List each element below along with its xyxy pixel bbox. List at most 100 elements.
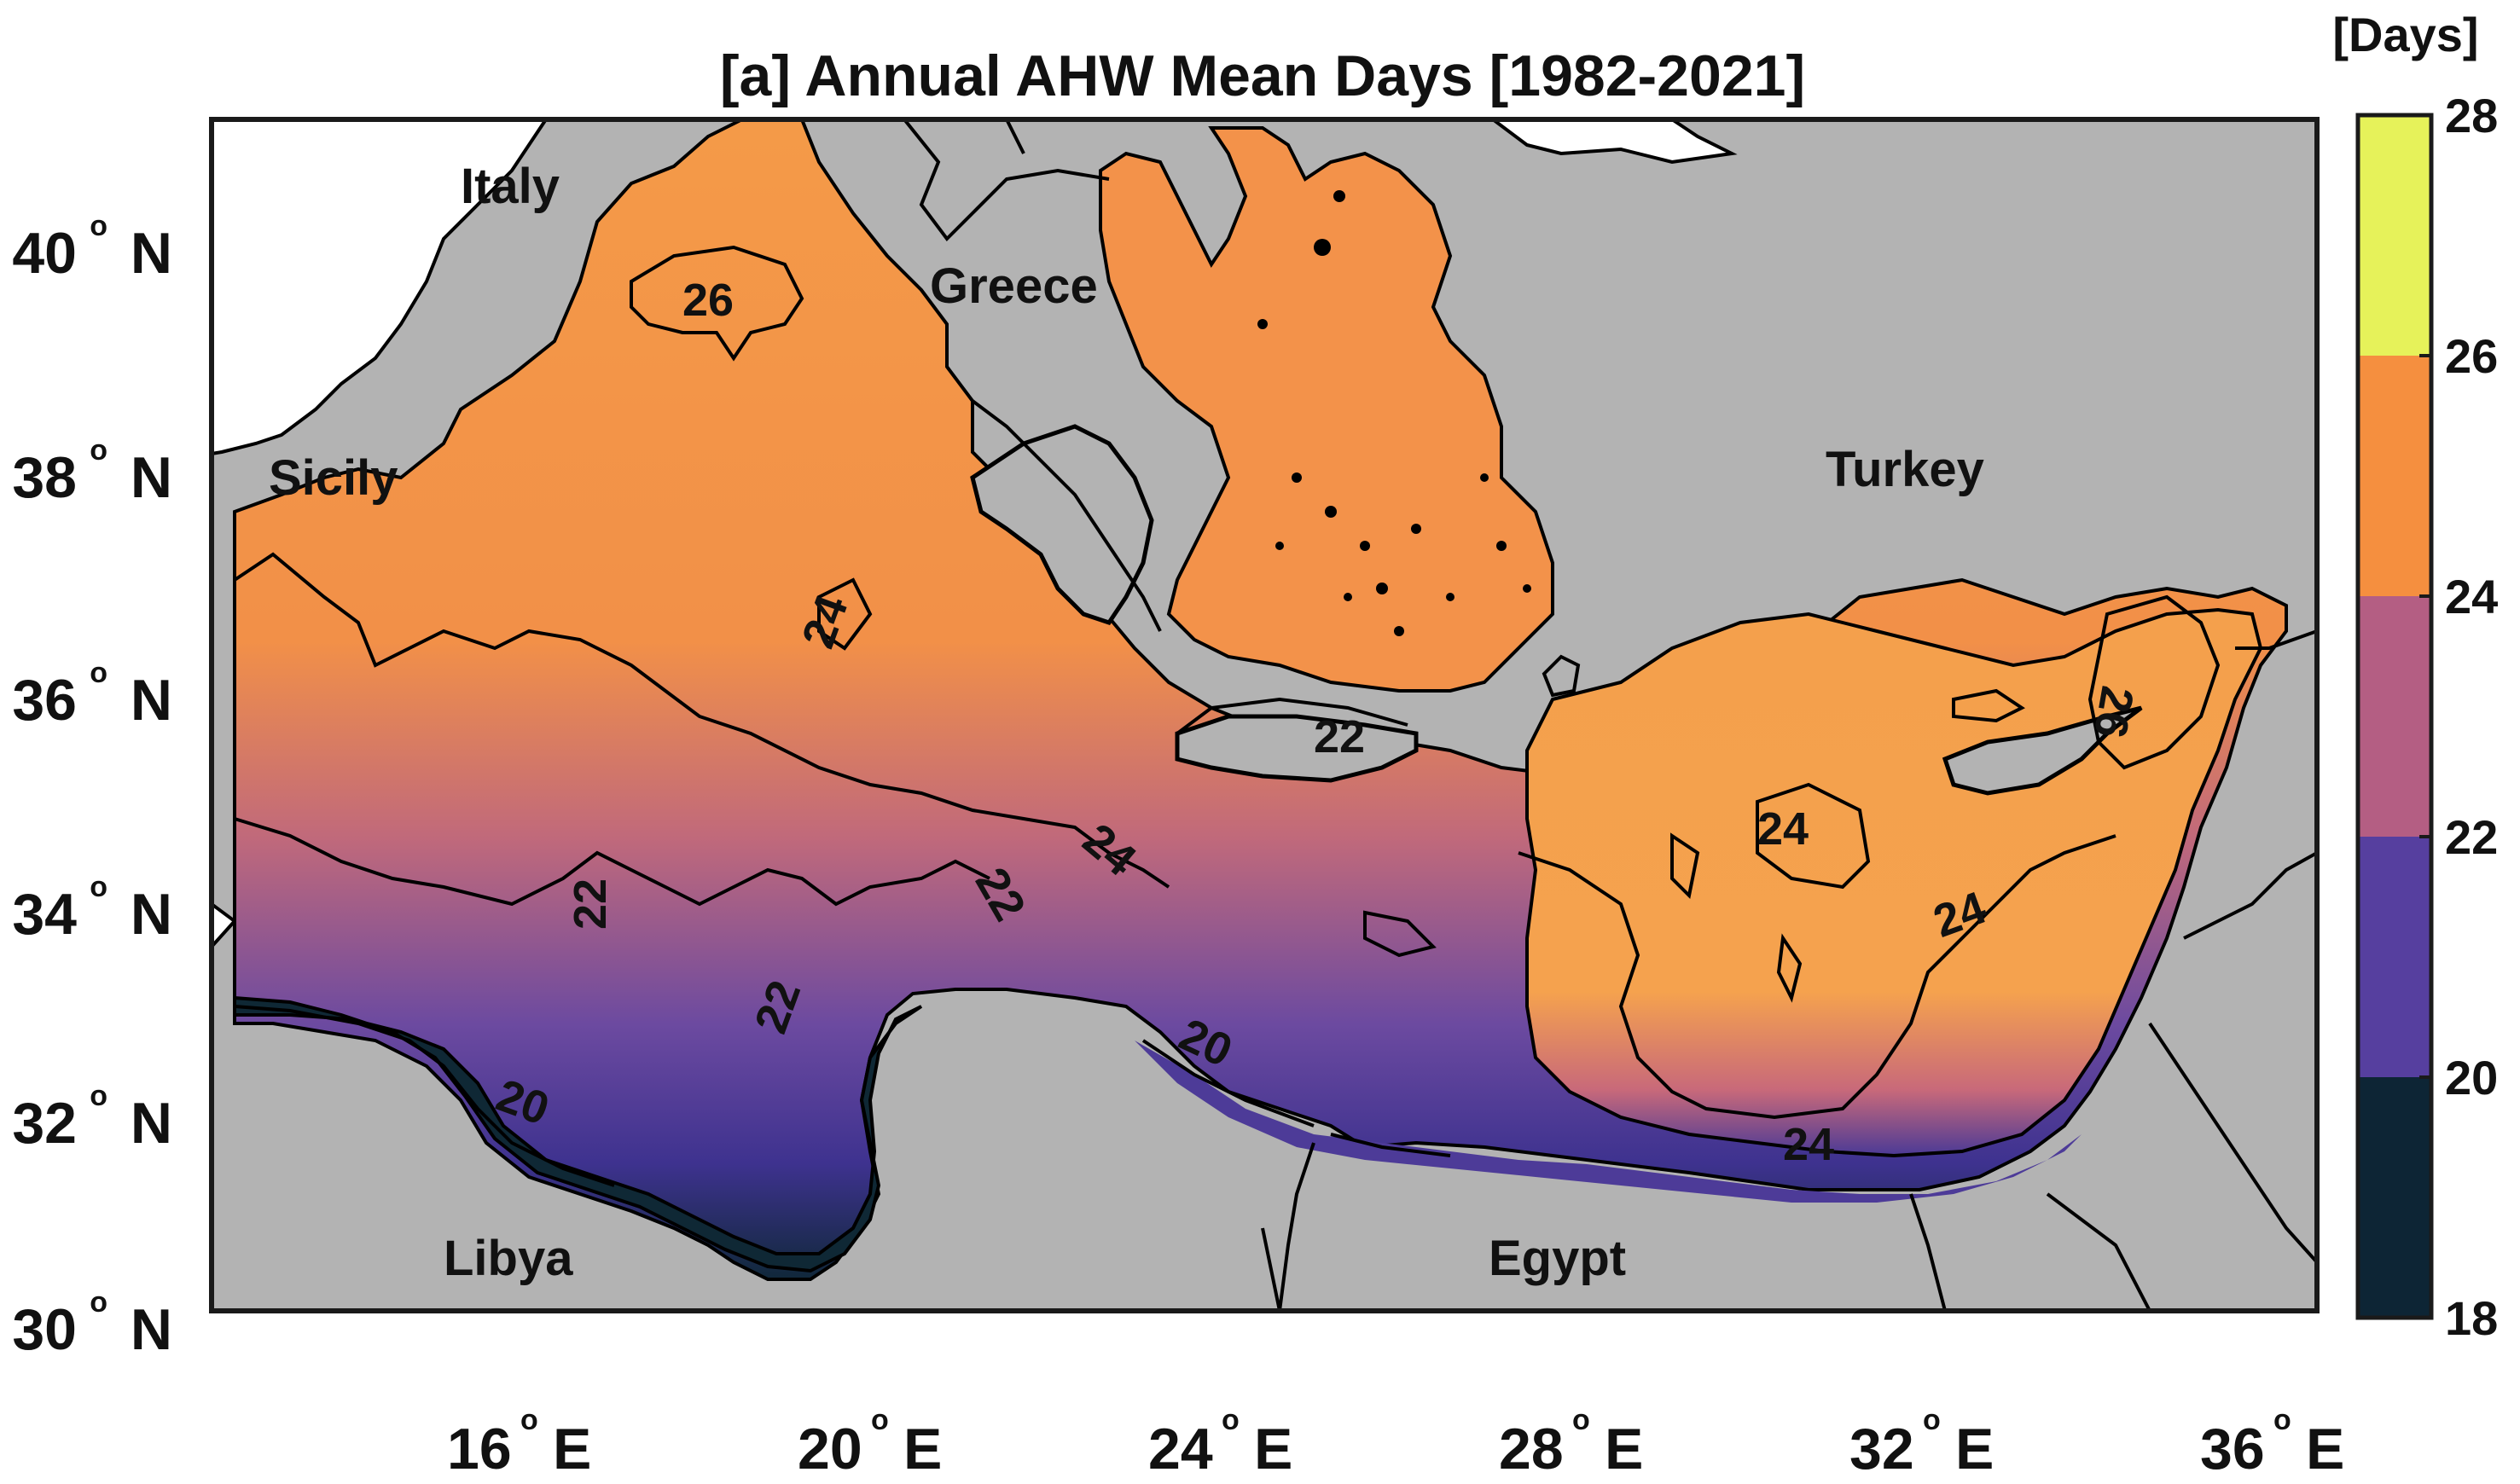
rhodes-island xyxy=(1542,654,1581,698)
y-tick-hemisphere: N xyxy=(131,1091,172,1156)
label-greece: Greece xyxy=(930,258,1098,314)
x-axis: 16 o E 20 o E 24 o E 28 o E 32 o E 36 o … xyxy=(447,1404,2344,1481)
x-tick-hemisphere: E xyxy=(2306,1417,2344,1481)
aegean-islets xyxy=(1257,190,1531,636)
levant-border xyxy=(2148,1022,2317,1264)
x-tick: 28 o E xyxy=(1499,1404,1643,1481)
y-tick-number: 30 xyxy=(12,1297,77,1362)
colorbar-unit: [Days] xyxy=(2332,8,2478,61)
colorbar-tick-label: 26 xyxy=(2445,329,2498,383)
contour-label: 24 xyxy=(1757,803,1809,855)
colorbar-tick-label: 28 xyxy=(2445,89,2498,142)
colorbar-band xyxy=(2358,1077,2431,1318)
x-tick-number: 20 xyxy=(798,1417,862,1481)
colorbar-band xyxy=(2358,837,2431,1077)
label-libya: Libya xyxy=(444,1231,573,1286)
contour-small-loop-a xyxy=(1363,910,1437,958)
degree-symbol: o xyxy=(871,1404,889,1436)
libya-east-line xyxy=(1261,1227,1281,1311)
contour-26-east-small xyxy=(1952,688,2025,723)
contour-22-crete xyxy=(1176,697,1408,735)
borders xyxy=(903,119,2317,1311)
contour-26-ionian xyxy=(630,245,804,362)
y-tick: 36 o N xyxy=(12,657,172,733)
degree-symbol: o xyxy=(90,210,107,242)
degree-symbol: o xyxy=(90,657,107,689)
colorbar-ticks: 28 26 24 22 20 18 xyxy=(2419,89,2498,1345)
egypt-coast-line xyxy=(1330,1133,1451,1157)
contour-24-east xyxy=(1518,834,2116,1120)
contour-label: 26 xyxy=(682,275,734,326)
y-tick: 32 o N xyxy=(12,1080,172,1156)
degree-symbol: o xyxy=(1572,1404,1590,1436)
y-tick-number: 32 xyxy=(12,1091,77,1156)
colorbar-tick-label: 20 xyxy=(2445,1051,2498,1104)
contour-small-loop-b xyxy=(1670,832,1700,900)
map-frame xyxy=(209,117,2320,1313)
contour-label: 24 xyxy=(1783,1119,1834,1170)
colorbar-tick-label: 18 xyxy=(2445,1291,2498,1345)
crete-island xyxy=(1175,714,1419,783)
y-tick-hemisphere: N xyxy=(131,221,172,286)
degree-symbol: o xyxy=(1222,1404,1240,1436)
colorbar-band xyxy=(2358,596,2431,837)
x-tick-hemisphere: E xyxy=(1254,1417,1292,1481)
x-tick-hemisphere: E xyxy=(1955,1417,1994,1481)
x-tick: 16 o E xyxy=(447,1404,591,1481)
contour-20-egypt xyxy=(1141,1039,1315,1127)
x-tick-number: 32 xyxy=(1849,1417,1914,1481)
y-tick: 38 o N xyxy=(12,434,172,510)
label-italy: Italy xyxy=(461,159,560,214)
y-tick-hemisphere: N xyxy=(131,882,172,947)
contour-label: 22 xyxy=(565,878,616,930)
degree-symbol: o xyxy=(90,434,107,467)
contour-24-west xyxy=(233,552,1170,889)
y-axis: 40 o N 38 o N 36 o N 34 o N 32 o N 30 o … xyxy=(12,210,172,1362)
italy-white-region xyxy=(212,119,549,456)
colorbar-frame xyxy=(2355,113,2434,1320)
x-tick-number: 16 xyxy=(447,1417,512,1481)
aegean-sea xyxy=(1099,126,1554,693)
x-tick-number: 36 xyxy=(2200,1417,2265,1481)
x-tick: 36 o E xyxy=(2200,1404,2344,1481)
cyprus-island xyxy=(1942,705,2143,796)
contour-label: 22 xyxy=(1314,711,1365,762)
y-tick-hemisphere: N xyxy=(131,1297,172,1362)
levant-border-b xyxy=(2183,851,2317,940)
colorbar-band xyxy=(2358,115,2431,356)
colorbar-band xyxy=(2358,356,2431,596)
label-sicily: Sicily xyxy=(269,450,398,506)
southwest-white-region xyxy=(212,901,237,949)
x-tick-hemisphere: E xyxy=(553,1417,591,1481)
country-labels: Italy Greece Sicily Turkey Libya Egypt xyxy=(269,159,1984,1286)
y-tick: 34 o N xyxy=(12,871,172,947)
egypt-coast-band xyxy=(1135,1041,2082,1203)
x-tick-number: 28 xyxy=(1499,1417,1564,1481)
x-tick-number: 24 xyxy=(1148,1417,1213,1481)
contour-26-east-loop xyxy=(2087,594,2221,770)
degree-symbol: o xyxy=(2273,1404,2291,1436)
greece-border xyxy=(903,119,1110,242)
colorbar: [Days] 28 26 24 22 20 18 xyxy=(2332,8,2498,1345)
libya-coast-dark-band xyxy=(233,995,923,1273)
peloponnese xyxy=(970,424,1154,625)
map-title: [a] Annual AHW Mean Days [1982-2021] xyxy=(720,43,1805,108)
label-turkey: Turkey xyxy=(1826,442,1984,497)
degree-symbol: o xyxy=(90,871,107,903)
y-tick-number: 36 xyxy=(12,668,77,733)
degree-symbol: o xyxy=(520,1404,538,1436)
contour-label: 26 xyxy=(2084,682,2144,742)
contour-24-aegean xyxy=(971,399,1162,632)
y-tick-number: 34 xyxy=(12,882,77,947)
contour-20-libya xyxy=(234,1005,615,1187)
y-tick: 40 o N xyxy=(12,210,172,286)
contour-24-ionian-loop xyxy=(817,577,873,651)
contour-small-loop-c xyxy=(1776,933,1803,1003)
degree-symbol: o xyxy=(90,1286,107,1319)
bay-white-region xyxy=(1489,119,1738,165)
y-tick: 30 o N xyxy=(12,1286,172,1362)
degree-symbol: o xyxy=(1923,1404,1941,1436)
contour-24-east-loop xyxy=(1756,782,1871,890)
colorbar-bands xyxy=(2358,115,2431,1318)
